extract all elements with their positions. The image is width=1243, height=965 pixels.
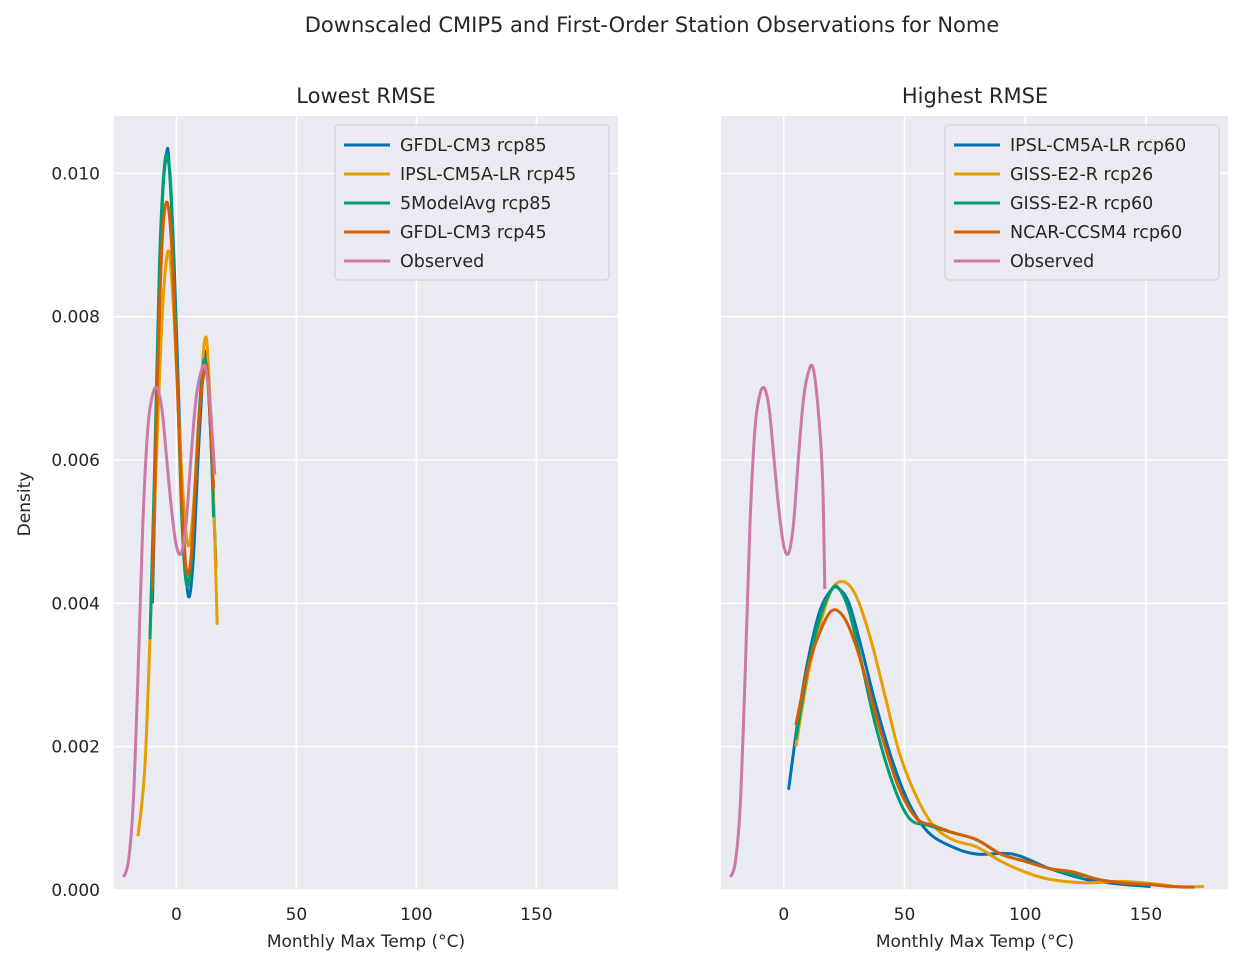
legend-entry: GFDL-CM3 rcp85 (400, 136, 547, 156)
x-tick-label: 0 (171, 905, 182, 925)
figure-suptitle: Downscaled CMIP5 and First-Order Station… (305, 13, 1000, 37)
legend-entry: NCAR-CCSM4 rcp60 (1010, 223, 1182, 243)
y-tick-label: 0.000 (51, 881, 100, 901)
legend-entry: Observed (1010, 252, 1094, 272)
y-tick-label: 0.002 (51, 738, 100, 758)
y-tick-label: 0.006 (51, 451, 100, 471)
legend-box (334, 124, 610, 281)
x-tick-label: 50 (894, 905, 916, 925)
legend-entry: GISS-E2-R rcp60 (1010, 194, 1153, 214)
x-tick-label: 100 (1009, 905, 1041, 925)
x-tick-label: 100 (400, 905, 432, 925)
x-axis-label: Monthly Max Temp (°C) (267, 932, 465, 952)
chart-lowest-rmse: Lowest RMSE Monthly Max Temp (°C) Densit… (15, 84, 618, 952)
chart-title: Lowest RMSE (296, 84, 435, 108)
x-axis-label: Monthly Max Temp (°C) (876, 932, 1074, 952)
legend-box (944, 124, 1220, 281)
legend-entry: IPSL-CM5A-LR rcp45 (400, 165, 576, 185)
x-tick-label: 150 (1130, 905, 1162, 925)
series-line (150, 200, 216, 590)
x-tick-label: 50 (286, 905, 308, 925)
y-tick-label: 0.004 (51, 594, 100, 614)
legend-entry: GISS-E2-R rcp26 (1010, 165, 1153, 185)
series-line (729, 363, 827, 878)
x-tick-label: 150 (520, 905, 552, 925)
series-line (794, 608, 1195, 889)
legend-entry: 5ModelAvg rcp85 (400, 194, 551, 214)
chart-title: Highest RMSE (902, 84, 1048, 108)
legend-entry: IPSL-CM5A-LR rcp60 (1010, 136, 1186, 156)
chart-highest-rmse: Highest RMSE Monthly Max Temp (°C) 0 50 10… (721, 84, 1228, 952)
legend-entry: GFDL-CM3 rcp45 (400, 223, 547, 243)
x-tick-label: 0 (778, 905, 789, 925)
y-tick-label: 0.010 (51, 164, 100, 184)
y-tick-label: 0.008 (51, 308, 100, 328)
series-line (122, 363, 217, 878)
legend-entry: Observed (400, 252, 484, 272)
y-axis-label: Density (15, 472, 35, 537)
